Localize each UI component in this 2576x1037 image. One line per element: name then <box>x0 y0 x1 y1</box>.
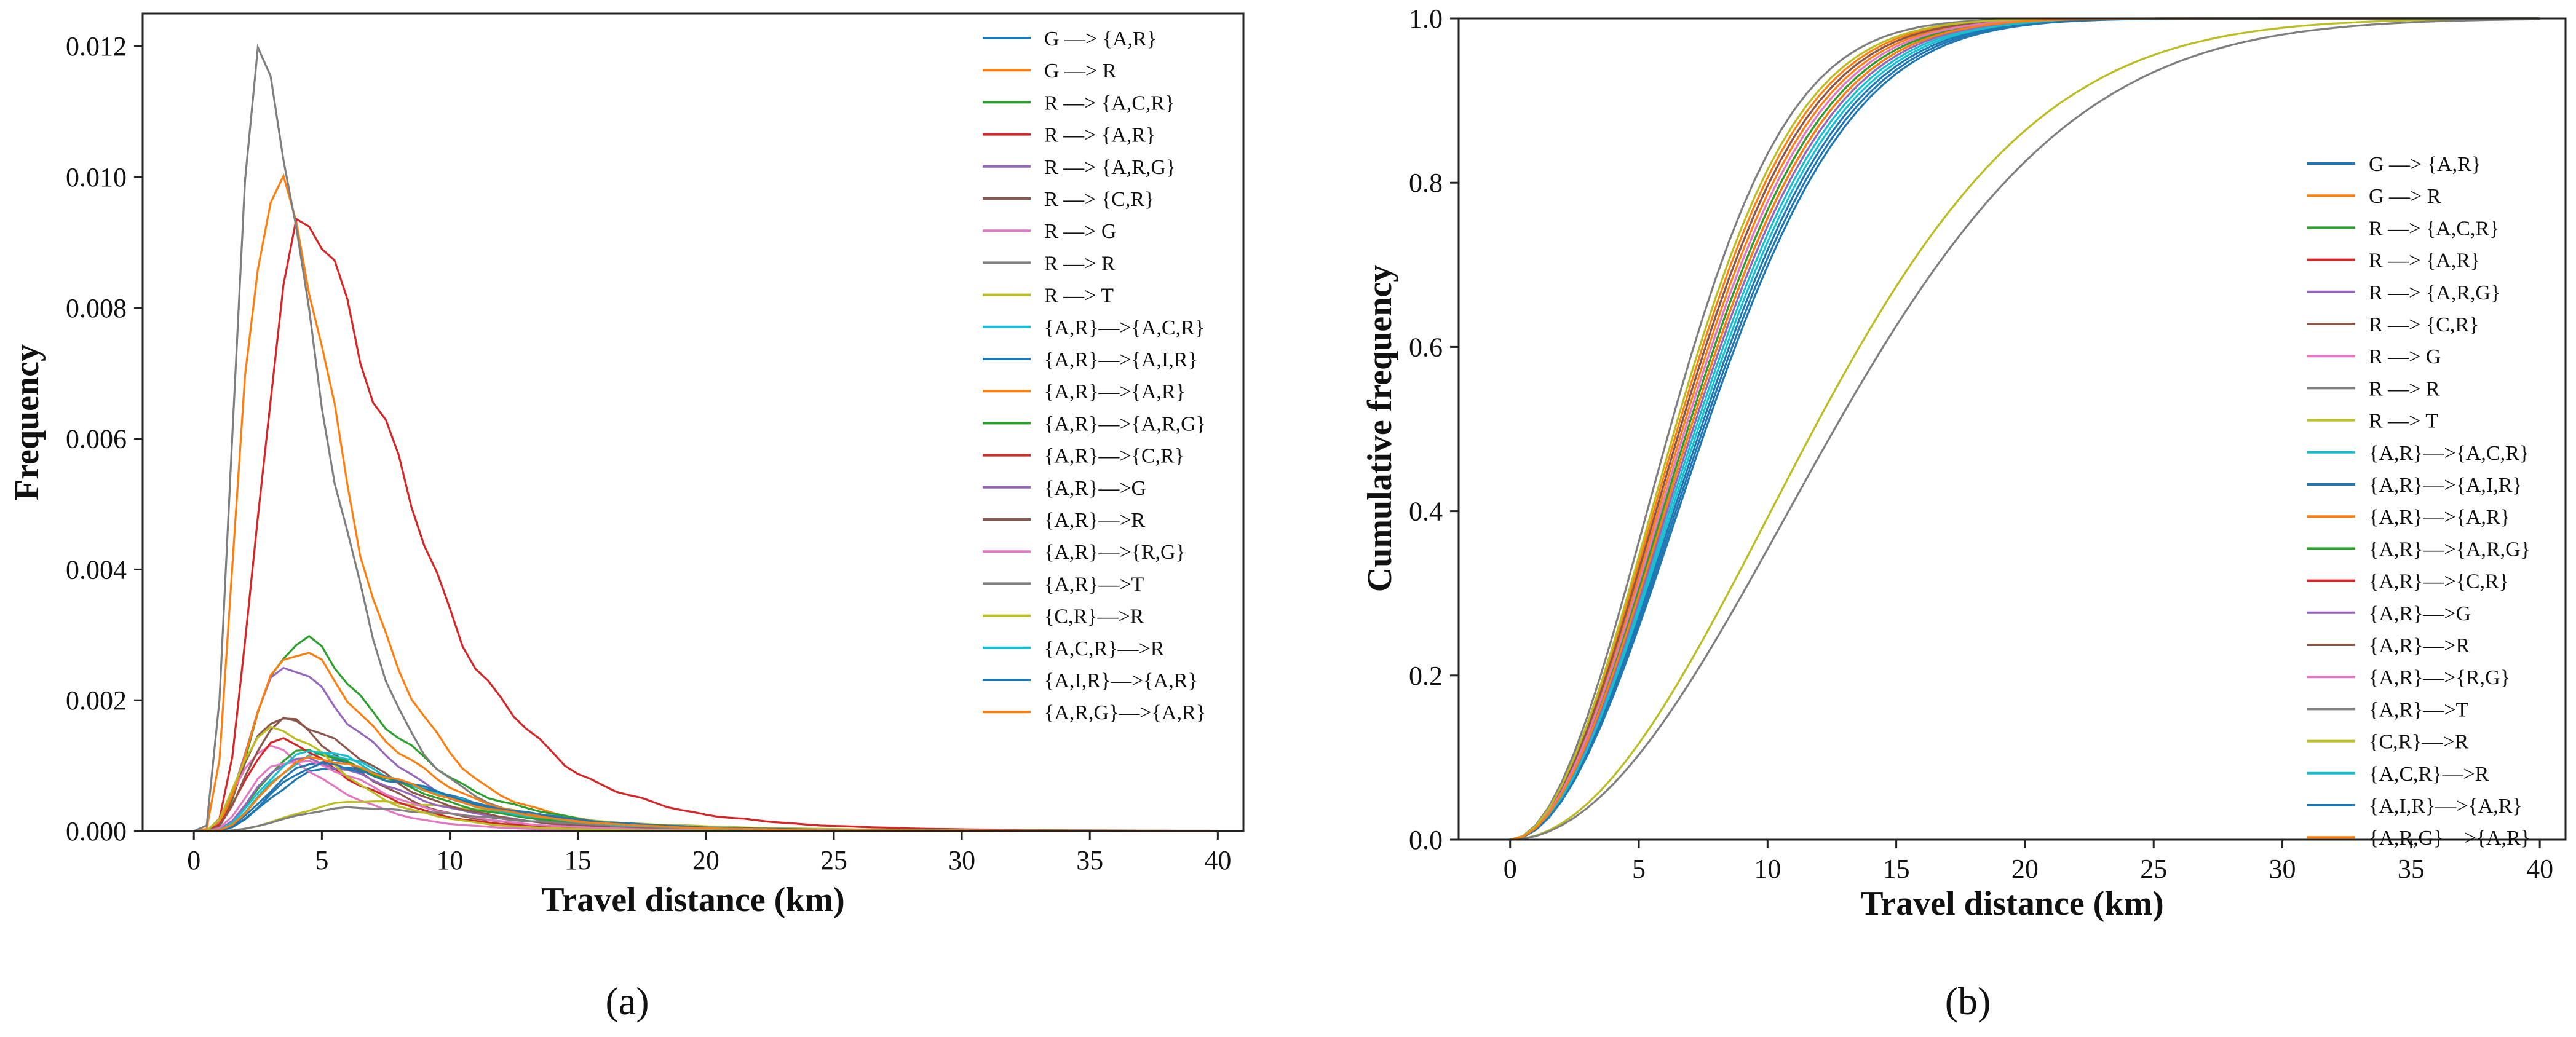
x-tick-label: 15 <box>565 845 592 875</box>
y-tick-label: 0.6 <box>1409 332 1443 362</box>
legend-label: R —> {C,R} <box>1044 188 1154 211</box>
legend-label: R —> {A,R} <box>1044 124 1155 147</box>
legend-label: G —> R <box>1044 60 1117 82</box>
panel-b-plot-frame <box>1457 17 2567 841</box>
legend-label: {A,R}—>{A,R} <box>2369 506 2510 529</box>
y-tick-label: 0.4 <box>1409 497 1443 527</box>
legend-label: {A,R}—>{A,I,R} <box>1044 349 1198 371</box>
panel-b-y-axis-title: Cumulative frequency <box>1361 265 1399 593</box>
legend-label: G —> R <box>2369 185 2441 208</box>
legend-label: R —> R <box>1044 252 1116 275</box>
y-tick-label: 0.010 <box>66 162 127 192</box>
legend-label: R —> G <box>1044 220 1116 243</box>
x-tick-label: 40 <box>2526 854 2553 884</box>
legend-label: R —> R <box>2369 377 2440 400</box>
x-tick-label: 0 <box>1504 854 1517 884</box>
x-tick-label: 10 <box>437 845 464 875</box>
y-tick-label: 0.000 <box>66 816 127 846</box>
legend-label: {A,R}—>R <box>2369 634 2470 657</box>
legend-label: R —> {A,R,G} <box>1044 156 1176 179</box>
x-tick-label: 25 <box>820 845 847 875</box>
panel-a-y-ticks: 0.000 0.002 0.004 0.006 0.008 0.010 0.012 <box>66 31 143 846</box>
series-line <box>194 737 1218 832</box>
series-line <box>194 762 1218 832</box>
legend-label: {A,R}—>{A,I,R} <box>2369 474 2522 497</box>
legend-label: {A,R}—>G <box>1044 477 1146 500</box>
x-tick-label: 20 <box>692 845 719 875</box>
legend-label: {A,R}—>R <box>1044 509 1146 532</box>
x-tick-label: 10 <box>1754 854 1781 884</box>
legend-label: {A,R}—>{A,R,G} <box>1044 412 1206 435</box>
panel-a-plot-frame <box>141 12 1245 832</box>
x-tick-label: 30 <box>948 845 975 875</box>
y-tick-label: 0.012 <box>66 31 127 61</box>
legend-label: {A,R}—>T <box>2369 698 2469 721</box>
legend-label: {A,R}—>{R,G} <box>2369 666 2510 689</box>
legend-label: R —> {C,R} <box>2369 313 2479 336</box>
x-tick-label: 25 <box>2140 854 2167 884</box>
legend-label: G —> {A,R} <box>2369 153 2481 176</box>
y-tick-label: 0.2 <box>1409 661 1443 691</box>
x-tick-label: 30 <box>2269 854 2296 884</box>
y-tick-label: 0.8 <box>1409 168 1443 198</box>
x-tick-label: 35 <box>2398 854 2425 884</box>
y-tick-label: 1.0 <box>1409 4 1443 34</box>
legend-label: {A,C,R}—>R <box>2369 763 2489 786</box>
x-tick-label: 0 <box>187 845 200 875</box>
panel-a-x-ticks: 0 5 10 15 20 25 30 35 40 <box>187 831 1231 875</box>
x-tick-label: 20 <box>2011 854 2039 884</box>
panel-a-x-axis-title: Travel distance (km) <box>541 881 845 919</box>
legend-label: {A,R}—>{A,C,R} <box>2369 442 2529 465</box>
legend-label: {A,C,R}—>R <box>1044 637 1165 660</box>
panel-b-label: (b) <box>1945 979 1991 1023</box>
x-tick-label: 35 <box>1076 845 1103 875</box>
legend-label: G —> {A,R} <box>1044 28 1157 50</box>
panel-b-legend: G —> {A,R} G —> R R —> {A,C,R} R —> {A,R} R … <box>2307 153 2530 850</box>
panel-b-y-ticks: 0.0 0.2 0.4 0.6 0.8 1.0 <box>1409 4 1459 855</box>
panel-b: 0 5 10 15 20 25 30 35 40 0.0 0.2 0.4 0.6 0.8 1.0 Trav… <box>1361 4 2567 1023</box>
legend-label: {A,R}—>{R,G} <box>1044 541 1186 564</box>
x-tick-label: 15 <box>1883 854 1910 884</box>
y-tick-label: 0.004 <box>66 554 127 585</box>
legend-label: R —> G <box>2369 345 2441 368</box>
x-tick-label: 40 <box>1204 845 1231 875</box>
series-line <box>1510 17 2540 841</box>
legend-label: R —> {A,C,R} <box>2369 217 2499 240</box>
legend-label: R —> T <box>2369 410 2438 433</box>
legend-label: {A,R}—>{A,R,G} <box>2369 538 2530 561</box>
series-line <box>194 749 1218 832</box>
legend-label: {A,R}—>{A,C,R} <box>1044 317 1205 339</box>
y-tick-label: 0.0 <box>1409 825 1443 855</box>
legend-label: {C,R}—>R <box>2369 731 2469 754</box>
legend-label: R —> {A,R} <box>2369 250 2480 272</box>
legend-label: {A,R}—>G <box>2369 602 2471 625</box>
series-line <box>194 760 1218 832</box>
panel-a-legend: G —> {A,R} G —> R R —> {A,C,R} R —> {A,R} R … <box>983 28 1206 724</box>
legend-label: {A,R}—>{C,R} <box>1044 445 1184 468</box>
x-tick-label: 5 <box>1632 854 1646 884</box>
panel-b-x-axis-title: Travel distance (km) <box>1860 885 2164 923</box>
y-tick-label: 0.008 <box>66 293 127 323</box>
legend-label: {A,R}—>{A,R} <box>1044 380 1186 403</box>
legend-label: {A,R,G}—>{A,R} <box>1044 701 1206 724</box>
legend-label: {A,I,R}—>{A,R} <box>2369 795 2522 818</box>
y-tick-label: 0.006 <box>66 424 127 454</box>
series-line <box>1510 17 2540 841</box>
legend-label: {A,I,R}—>{A,R} <box>1044 669 1198 692</box>
legend-label: R —> {A,C,R} <box>1044 92 1175 114</box>
legend-label: R —> T <box>1044 285 1114 307</box>
panel-a-label: (a) <box>605 979 649 1023</box>
panel-a-y-axis-title: Frequency <box>8 344 46 500</box>
panel-b-x-ticks: 0 5 10 15 20 25 30 35 40 <box>1504 840 2553 884</box>
legend-label: {A,R,G}—>{A,R} <box>2369 827 2530 850</box>
x-tick-label: 5 <box>315 845 328 875</box>
legend-label: {C,R}—>R <box>1044 605 1144 628</box>
panel-a: 0 5 10 15 20 25 30 35 40 0.0000.0020.0040.0060.0… <box>8 12 1245 1023</box>
legend-label: {A,R}—>{C,R} <box>2369 570 2509 593</box>
legend-label: {A,R}—>T <box>1044 573 1144 596</box>
legend-label: R —> {A,R,G} <box>2369 282 2500 304</box>
y-tick-label: 0.002 <box>66 685 127 716</box>
series-line <box>194 752 1218 832</box>
